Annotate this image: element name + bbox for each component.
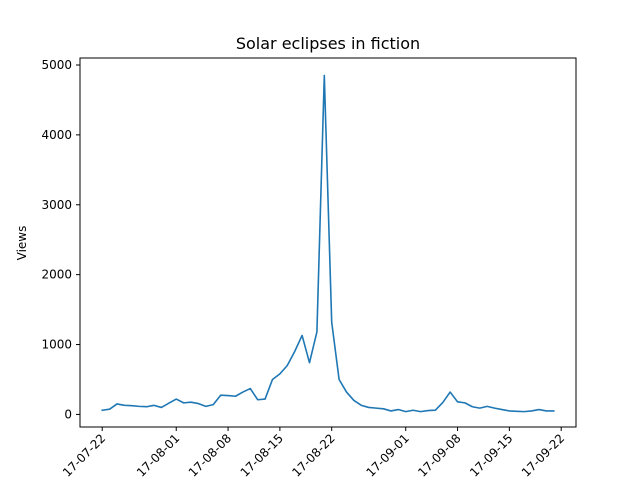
y-tick-label: 0	[64, 407, 72, 421]
y-tick-label: 4000	[41, 128, 72, 142]
y-tick-label: 1000	[41, 338, 72, 352]
series-line-0	[101, 74, 555, 413]
y-tick-label: 5000	[41, 58, 72, 72]
y-tick-label: 2000	[41, 268, 72, 282]
plot-frame	[79, 57, 577, 428]
chart-title: Solar eclipses in fiction	[236, 34, 420, 53]
y-tick-label: 3000	[41, 198, 72, 212]
y-axis-label: Views	[15, 226, 29, 261]
